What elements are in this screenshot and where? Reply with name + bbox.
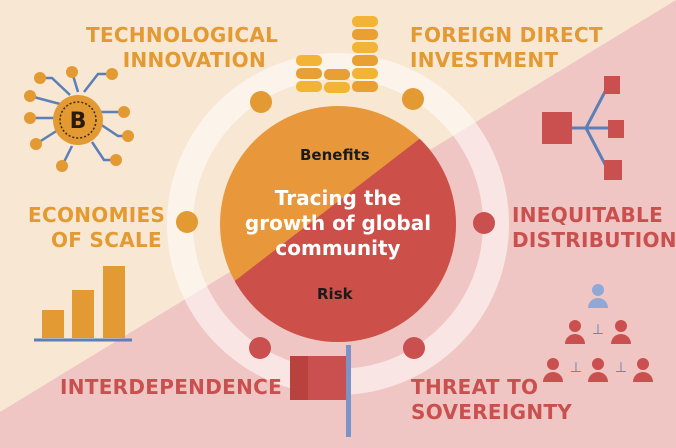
economies-of-scale-line-1: ECONOMIES xyxy=(28,203,166,227)
center-title: Tracing the growth of global community xyxy=(218,186,458,261)
hierarchy-connector-2: ⊥ xyxy=(570,360,582,376)
technological-innovation-line-2: INNOVATION xyxy=(122,48,266,72)
bar-chart-icon xyxy=(34,266,132,342)
flag-icon xyxy=(290,345,351,437)
economies-of-scale-label: ECONOMIES OF SCALE xyxy=(28,203,166,253)
ring-node-foreign-direct-investment xyxy=(402,88,424,110)
bitcoin-coin xyxy=(53,95,103,145)
bar-chart-bar-3 xyxy=(103,266,125,338)
technological-innovation-label: TECHNOLOGICAL INNOVATION xyxy=(86,23,279,73)
foreign-direct-investment-label: FOREIGN DIRECT INVESTMENT xyxy=(410,23,603,73)
threat-to-sovereignty-label: THREAT TO SOVEREIGNTY xyxy=(411,375,572,425)
circuit-nodes xyxy=(24,66,134,172)
hierarchy-connector-3: ⊥ xyxy=(615,360,627,376)
threat-to-sovereignty-line-2: SOVEREIGNTY xyxy=(411,400,573,424)
center-title-line-1: Tracing the xyxy=(274,186,402,210)
foreign-direct-investment-line-1: FOREIGN DIRECT xyxy=(410,23,603,47)
technological-innovation-line-1: TECHNOLOGICAL xyxy=(86,23,279,47)
foreign-direct-investment-line-2: INVESTMENT xyxy=(410,48,559,72)
economies-of-scale-line-2: OF SCALE xyxy=(51,228,162,252)
coin-stack-icon xyxy=(296,16,378,93)
threat-to-sovereignty-line-1: THREAT TO xyxy=(411,375,539,399)
center-risk-half xyxy=(220,106,456,342)
distribution-tree-icon xyxy=(542,76,624,180)
interdependence-label: INTERDEPENDENCE xyxy=(60,375,282,400)
inequitable-distribution-line-2: DISTRIBUTION xyxy=(512,228,676,252)
risk-label: Risk xyxy=(317,285,353,303)
bitcoin-coin-inner xyxy=(59,101,97,139)
center-title-line-2: growth of global xyxy=(244,211,432,235)
bar-chart-bar-1 xyxy=(42,310,64,338)
bitcoin-symbol: B xyxy=(70,109,87,134)
hierarchy-connector-1: ⊥ xyxy=(592,322,604,338)
people-hierarchy-icon xyxy=(543,284,653,382)
ring-node-interdependence xyxy=(249,337,271,359)
inequitable-distribution-line-1: INEQUITABLE xyxy=(512,203,664,227)
ring-node-technological-innovation xyxy=(250,91,272,113)
center-title-line-3: community xyxy=(275,236,401,260)
ring-node-economies-of-scale xyxy=(176,211,198,233)
interdependence-line-1: INTERDEPENDENCE xyxy=(60,375,283,399)
benefits-label: Benefits xyxy=(300,146,370,164)
inequitable-distribution-label: INEQUITABLE DISTRIBUTION xyxy=(512,203,676,253)
bar-chart-bar-2 xyxy=(72,290,94,338)
center-disk xyxy=(220,106,456,342)
ring-node-inequitable-distribution xyxy=(473,212,495,234)
ring-node-threat-to-sovereignty xyxy=(403,337,425,359)
